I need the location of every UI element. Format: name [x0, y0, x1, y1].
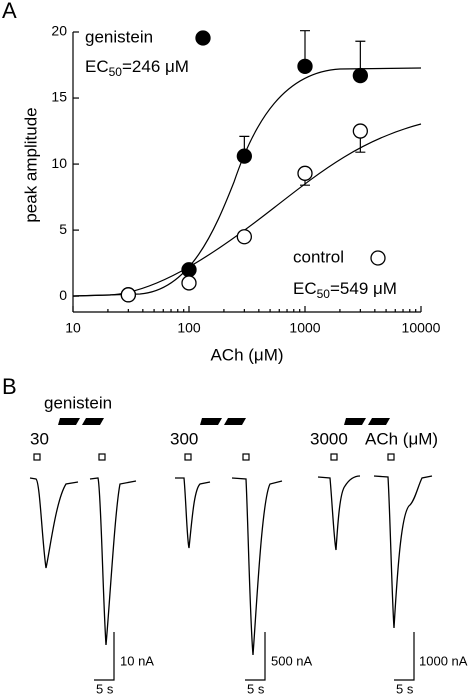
legend-label: control [293, 247, 344, 266]
data-point [352, 67, 368, 84]
y-tick-label: 20 [51, 23, 67, 39]
y-tick-label: 5 [59, 221, 67, 237]
annotation-part: 50 [317, 287, 331, 301]
data-point [236, 229, 252, 245]
data-point [181, 275, 197, 291]
ec50-annotation: EC50=549 μM [293, 279, 397, 301]
scale-time: 5 s [96, 681, 114, 696]
scale-amplitude: 10 nA [120, 653, 154, 668]
panel-label: A [2, 0, 17, 23]
annotation-part: EC [85, 57, 109, 76]
fit-curve-control [72, 123, 422, 297]
scale-amplitude: 1000 nA [419, 653, 468, 668]
scale-amplitude: 500 nA [271, 653, 313, 668]
annotation-part: =549 μM [330, 279, 397, 298]
data-point [120, 287, 136, 303]
x-tick-label: 10000 [402, 320, 441, 336]
annotation-part: =246 μM [122, 57, 189, 76]
concentration-label: 300 [170, 429, 198, 448]
panel-label: B [2, 374, 17, 399]
unit-label: ACh (μM) [365, 429, 438, 448]
fit-curve-genistein [72, 67, 422, 297]
y-tick-label: 0 [59, 287, 67, 303]
legend-marker [370, 250, 386, 266]
data-point [236, 148, 252, 164]
x-axis-label: ACh (μM) [210, 345, 283, 364]
concentration-label: 30 [30, 429, 49, 448]
x-tick-label: 10 [65, 320, 81, 336]
data-point [181, 262, 197, 278]
annotation-part: EC [293, 279, 317, 298]
application-bars [58, 418, 390, 425]
y-tick-label: 15 [51, 89, 67, 105]
y-axis-label: peak amplitude [21, 107, 40, 222]
legend-marker [195, 30, 211, 46]
x-tick-label: 100 [177, 320, 201, 336]
data-point [352, 123, 368, 139]
current-traces [29, 475, 433, 656]
x-tick-label: 1000 [289, 320, 320, 336]
y-tick-label: 10 [51, 155, 67, 171]
annotation-part: 50 [109, 65, 123, 79]
concentration-label: 3000 [310, 429, 348, 448]
pulse-markers [33, 453, 395, 461]
condition-label: genistein [44, 393, 112, 412]
data-point [297, 165, 313, 181]
scale-time: 5 s [247, 681, 265, 696]
ec50-annotation: EC50=246 μM [85, 57, 189, 79]
scale-bars [94, 632, 415, 681]
legend-label: genistein [85, 27, 153, 46]
data-point [297, 58, 313, 74]
scale-time: 5 s [396, 681, 414, 696]
